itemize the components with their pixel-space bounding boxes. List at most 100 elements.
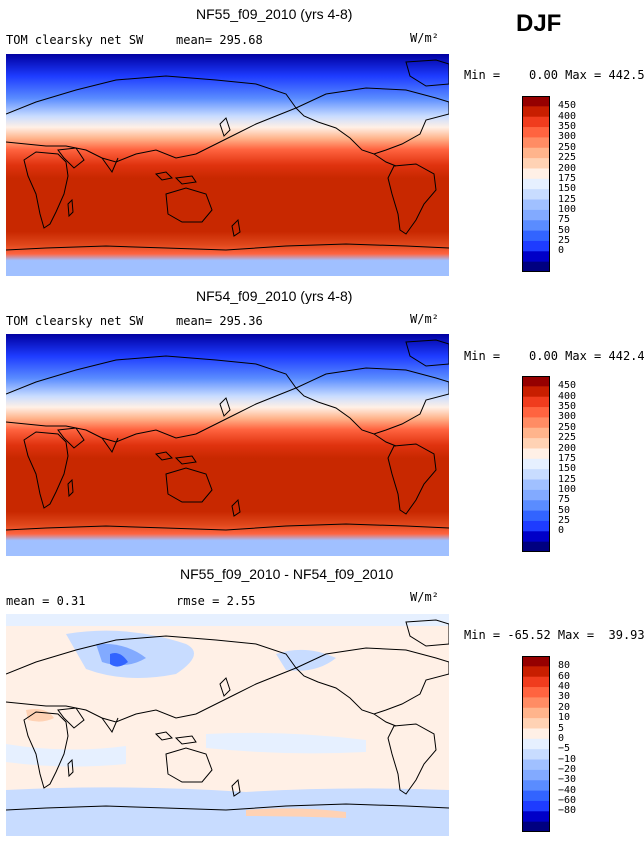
panel-1-map xyxy=(6,54,449,276)
colorbar-swatch xyxy=(522,469,550,481)
panel-1-title: NF55_f09_2010 (yrs 4-8) xyxy=(196,6,353,22)
colorbar-label: 450 xyxy=(558,380,577,392)
colorbar-label: 75 xyxy=(558,494,571,506)
colorbar-swatch xyxy=(522,790,550,802)
colorbar-label: 225 xyxy=(558,432,577,444)
colorbar-swatch xyxy=(522,676,550,688)
panel-1-mean: mean= 295.68 xyxy=(176,33,263,47)
panel-1-minmax: Min = 0.00 Max = 442.52 xyxy=(464,68,644,82)
colorbar-swatch xyxy=(522,209,550,221)
colorbar-label: 400 xyxy=(558,110,577,122)
colorbar-label: 25 xyxy=(558,514,571,526)
colorbar-swatch xyxy=(522,438,550,449)
panel-3-rmse: rmse = 2.55 xyxy=(176,594,256,608)
colorbar-swatch xyxy=(522,780,550,792)
colorbar-label: 450 xyxy=(558,100,577,112)
colorbar-swatch xyxy=(522,769,550,781)
panel-2-units: W/m² xyxy=(410,312,439,326)
colorbar-label: 200 xyxy=(558,162,577,174)
colorbar-label: 5 xyxy=(558,722,565,734)
colorbar-label: 10 xyxy=(558,712,571,724)
colorbar-swatch xyxy=(522,251,550,263)
colorbar-label: 100 xyxy=(558,483,577,495)
colorbar-swatch xyxy=(522,707,550,719)
colorbar-swatch xyxy=(522,230,550,242)
colorbar-swatch xyxy=(522,541,550,552)
panel-2-minmax: Min = 0.00 Max = 442.41 xyxy=(464,349,644,363)
colorbar-label: 75 xyxy=(558,214,571,226)
colorbar-label: 150 xyxy=(558,463,577,475)
colorbar-swatch xyxy=(522,220,550,232)
panel-3-mean: mean = 0.31 xyxy=(6,594,86,608)
panel-1-coastlines xyxy=(6,59,449,251)
colorbar-label: 175 xyxy=(558,172,577,184)
colorbar-swatch xyxy=(522,687,550,698)
colorbar-swatch xyxy=(522,531,550,543)
colorbar-label: 50 xyxy=(558,504,571,516)
colorbar-label: 350 xyxy=(558,121,577,133)
panel-3-map xyxy=(6,614,449,836)
colorbar-swatch xyxy=(522,749,550,761)
colorbar-border xyxy=(522,96,550,272)
colorbar-swatch xyxy=(522,168,550,180)
colorbar-swatch xyxy=(522,458,550,470)
colorbar-swatch xyxy=(522,697,550,709)
colorbar-label: 225 xyxy=(558,152,577,164)
colorbar-swatch xyxy=(522,96,550,107)
colorbar-swatch xyxy=(522,137,550,149)
colorbar-swatch xyxy=(522,811,550,823)
panel-3-anomalies xyxy=(6,614,449,836)
colorbar-swatch xyxy=(522,127,550,138)
colorbar-label: 400 xyxy=(558,390,577,402)
colorbar-label: −60 xyxy=(558,794,577,806)
colorbar-label: 20 xyxy=(558,701,571,713)
colorbar-label: 50 xyxy=(558,224,571,236)
colorbar-label: 350 xyxy=(558,401,577,413)
colorbar-swatch xyxy=(522,738,550,750)
colorbar-swatch xyxy=(522,158,550,169)
colorbar-label: 150 xyxy=(558,183,577,195)
panel-3-units: W/m² xyxy=(410,590,439,604)
colorbar-swatch xyxy=(522,106,550,118)
colorbar-swatch xyxy=(522,656,550,667)
colorbar-swatch xyxy=(522,417,550,429)
colorbar-swatch xyxy=(522,759,550,771)
colorbar-swatch xyxy=(522,407,550,418)
panel-3-coastlines xyxy=(6,619,449,811)
panel-2-variable: TOM clearsky net SW xyxy=(6,314,144,328)
colorbar-label: 0 xyxy=(558,245,565,257)
panel-2-coastlines xyxy=(6,339,449,531)
colorbar-swatch xyxy=(522,178,550,190)
colorbar-label: 0 xyxy=(558,732,565,744)
colorbar-swatch xyxy=(522,116,550,128)
colorbar-label: −20 xyxy=(558,763,577,775)
panel-3-colorbar: 80 60 40 30 20 10 5 0 −5 −10 −20 −30 −40 −60 −80 xyxy=(522,656,602,836)
colorbar-label: 125 xyxy=(558,193,577,205)
season-label: DJF xyxy=(516,10,562,37)
colorbar-swatch xyxy=(522,479,550,491)
colorbar-swatch xyxy=(522,189,550,201)
colorbar-label: 100 xyxy=(558,203,577,215)
colorbar-swatch xyxy=(522,510,550,522)
colorbar-swatch xyxy=(522,821,550,832)
panel-1-colorbar: 450 400 350 300 250 225 200 175 150 125 100 75 50 25 0 xyxy=(522,96,602,276)
colorbar-label: 80 xyxy=(558,660,571,672)
colorbar-swatch xyxy=(522,240,550,252)
colorbar-label: 60 xyxy=(558,670,571,682)
colorbar-border xyxy=(522,656,550,832)
colorbar-label: 300 xyxy=(558,131,577,143)
panel-2-colorbar: 450 400 350 300 250 225 200 175 150 125 100 75 50 25 0 xyxy=(522,376,602,556)
colorbar-label: 125 xyxy=(558,473,577,485)
colorbar-label: 25 xyxy=(558,234,571,246)
colorbar-swatch xyxy=(522,386,550,398)
colorbar-label: 30 xyxy=(558,691,571,703)
colorbar-swatch xyxy=(522,396,550,408)
panel-2-field xyxy=(6,334,449,556)
colorbar-swatch xyxy=(522,800,550,812)
colorbar-swatch xyxy=(522,728,550,740)
colorbar-swatch xyxy=(522,500,550,512)
panel-2-mean: mean= 295.36 xyxy=(176,314,263,328)
colorbar-swatch xyxy=(522,261,550,272)
panel-2-title: NF54_f09_2010 (yrs 4-8) xyxy=(196,288,353,304)
colorbar-label: −30 xyxy=(558,774,577,786)
